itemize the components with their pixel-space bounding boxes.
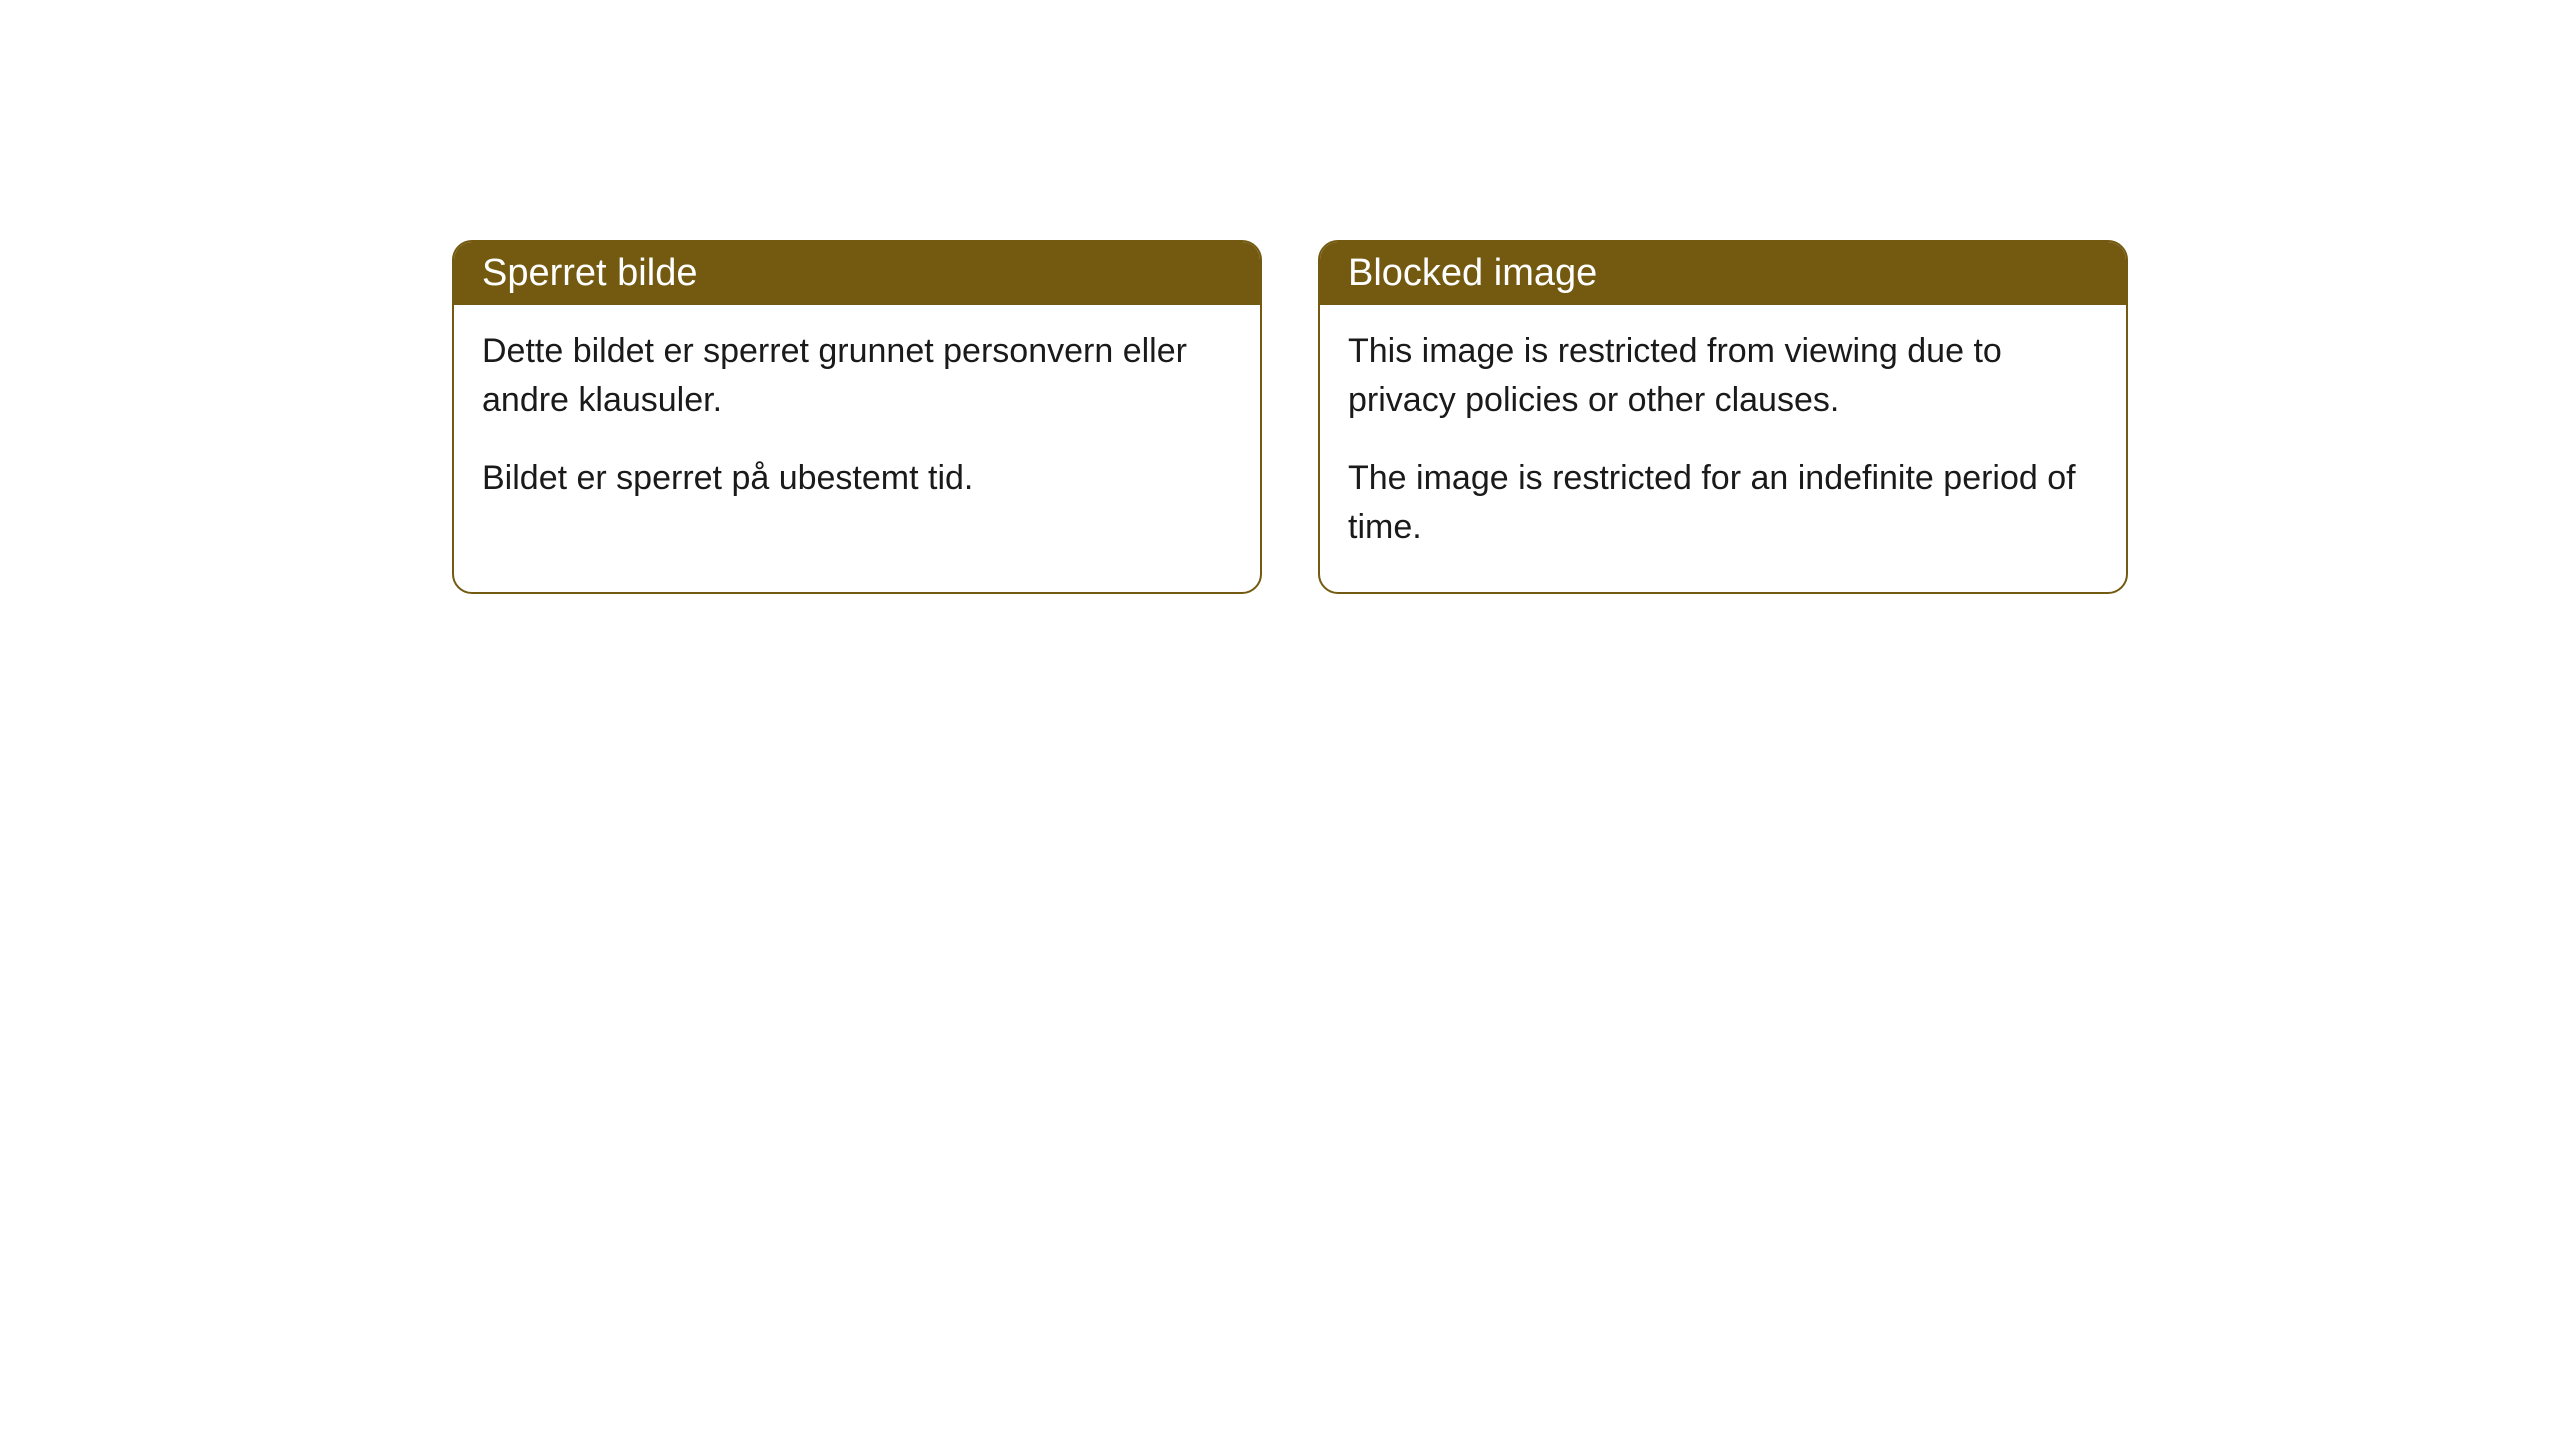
card-body: Dette bildet er sperret grunnet personve… [454, 305, 1260, 543]
blocked-image-card-norwegian: Sperret bilde Dette bildet er sperret gr… [452, 240, 1262, 594]
notice-cards-container: Sperret bilde Dette bildet er sperret gr… [452, 240, 2128, 594]
card-header: Blocked image [1320, 242, 2126, 305]
card-title: Blocked image [1348, 252, 1597, 294]
card-body: This image is restricted from viewing du… [1320, 305, 2126, 592]
card-title: Sperret bilde [482, 252, 697, 294]
card-paragraph: Bildet er sperret på ubestemt tid. [482, 454, 1232, 503]
card-paragraph: Dette bildet er sperret grunnet personve… [482, 327, 1232, 426]
card-paragraph: This image is restricted from viewing du… [1348, 327, 2098, 426]
card-paragraph: The image is restricted for an indefinit… [1348, 454, 2098, 553]
card-header: Sperret bilde [454, 242, 1260, 305]
blocked-image-card-english: Blocked image This image is restricted f… [1318, 240, 2128, 594]
